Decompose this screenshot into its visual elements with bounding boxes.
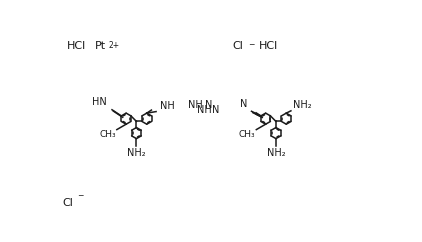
- Text: HCl: HCl: [259, 41, 278, 51]
- Text: HCl: HCl: [67, 41, 86, 51]
- Text: Cl: Cl: [62, 198, 73, 208]
- Text: HN: HN: [92, 98, 107, 107]
- Text: −: −: [248, 41, 254, 50]
- Text: CH₃: CH₃: [239, 130, 256, 139]
- Text: Pt: Pt: [95, 41, 106, 51]
- Text: CH₃: CH₃: [100, 130, 116, 139]
- Text: NH: NH: [160, 101, 175, 111]
- Text: NH₂: NH₂: [127, 148, 146, 158]
- Text: 2+: 2+: [108, 41, 120, 50]
- Text: N: N: [205, 100, 212, 110]
- Text: NH₂: NH₂: [293, 100, 312, 110]
- Text: Cl: Cl: [233, 41, 243, 51]
- Text: NH: NH: [188, 100, 203, 110]
- Text: NH₂: NH₂: [267, 148, 285, 158]
- Text: −: −: [78, 191, 84, 201]
- Text: N: N: [240, 99, 248, 109]
- Text: N: N: [211, 105, 219, 115]
- Text: NH: NH: [197, 105, 211, 115]
